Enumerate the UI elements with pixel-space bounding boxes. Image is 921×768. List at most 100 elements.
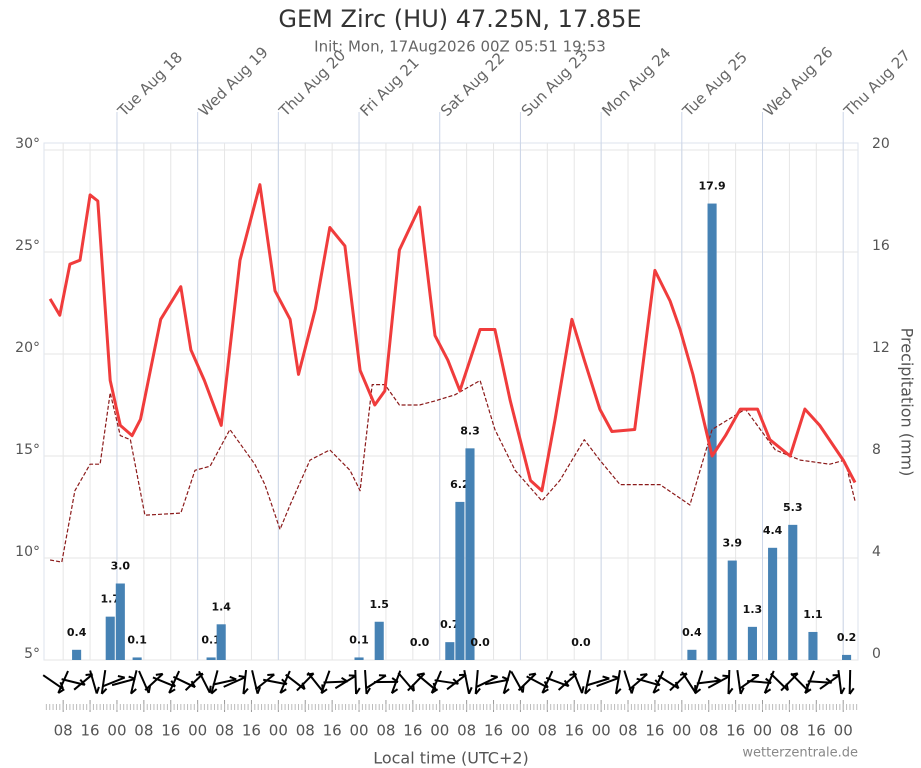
x-tick-label: 00	[188, 722, 207, 740]
wind-arrow	[484, 678, 509, 686]
data-label: 0.0	[470, 636, 490, 649]
bar	[374, 621, 384, 660]
wind-barb	[727, 687, 734, 695]
x-tick-label: 16	[726, 722, 745, 740]
data-label: 6.2	[450, 478, 470, 491]
data-label: 5.3	[783, 501, 803, 514]
wind-arrow	[790, 672, 809, 692]
wind-barb	[602, 675, 610, 680]
wind-arrow	[307, 671, 324, 693]
wind-arrow	[694, 670, 704, 694]
x-tick-label: 08	[376, 722, 395, 740]
x-tick-label: 16	[161, 722, 180, 740]
wind-arrow	[614, 670, 621, 694]
wind-arrow	[736, 669, 742, 695]
wind-barb	[739, 687, 745, 695]
x-tick-label: 08	[780, 722, 799, 740]
y-tick-label: 15°	[15, 442, 40, 458]
wind-arrow	[407, 672, 426, 692]
wind-arrow	[584, 670, 592, 694]
wind-barb	[267, 673, 275, 677]
x-tick-label: 16	[807, 722, 826, 740]
wind-barb	[229, 675, 237, 681]
wind-arrow	[628, 673, 648, 691]
x-tick-label: 08	[215, 722, 234, 740]
bar	[707, 203, 717, 661]
x-tick-label: 00	[753, 722, 772, 740]
wind-arrow	[334, 674, 357, 690]
wind-barb	[615, 688, 622, 695]
data-label: 3.9	[723, 537, 743, 550]
x-tick-label: 08	[134, 722, 153, 740]
wind-arrow	[557, 673, 578, 691]
x-tick-label: 00	[511, 722, 530, 740]
wind-arrow	[819, 674, 841, 690]
wind-arrow	[780, 672, 799, 692]
wind-arrow	[657, 674, 680, 690]
y2-tick-label: 16	[872, 238, 890, 254]
chart-subtitle: Init: Mon, 17Aug2026 00Z 05:51 19:53	[314, 38, 606, 56]
wind-arrow	[837, 669, 843, 695]
data-label: 1.1	[803, 608, 823, 621]
line	[48, 183, 857, 493]
wind-barb	[541, 688, 549, 694]
wind-barb	[130, 688, 137, 695]
wind-barb	[431, 688, 439, 694]
wind-arrow	[279, 670, 291, 694]
wind-arrow	[585, 677, 610, 687]
data-label: 0.1	[127, 633, 147, 646]
x-tick-label: 16	[484, 722, 503, 740]
wind-arrow	[198, 670, 211, 694]
x2-tick-label: Sun Aug 23	[518, 46, 592, 120]
wind-arrow	[89, 670, 98, 694]
wind-arrow	[364, 669, 368, 695]
data-label: 4.4	[763, 524, 783, 537]
wind-barb	[630, 686, 635, 694]
wind-barb	[468, 686, 473, 695]
x-tick-label: 00	[672, 722, 691, 740]
x-tick-label: 08	[699, 722, 718, 740]
wind-barb	[256, 686, 262, 695]
wind-barb	[101, 688, 108, 695]
x-tick-label: 16	[403, 722, 422, 740]
wind-barb	[840, 687, 846, 695]
wind-barb	[581, 686, 585, 694]
wind-barb	[640, 673, 648, 676]
wind-arrow	[541, 670, 554, 694]
wind-barb	[117, 675, 125, 679]
data-label: 0.0	[410, 636, 430, 649]
x-tick-label: 00	[592, 722, 611, 740]
x2-tick-label: Sat Aug 22	[437, 49, 508, 120]
credit: wetterzentrale.de	[742, 746, 858, 761]
wind-arrow	[416, 673, 437, 691]
bar	[727, 560, 737, 660]
bar	[687, 649, 697, 660]
wind-arrow	[210, 670, 219, 694]
y2-tick-label: 12	[872, 340, 890, 356]
wind-arrow	[848, 669, 852, 695]
x2-tick-label: Thu Aug 20	[275, 46, 349, 120]
x-tick-label: 00	[107, 722, 126, 740]
wind-arrow	[526, 675, 549, 689]
bar	[465, 448, 475, 660]
data-label: 1.5	[369, 598, 389, 611]
wind-barb	[528, 672, 536, 676]
data-label: 1.7	[100, 593, 120, 606]
x2-tick-label: Wed Aug 19	[195, 43, 272, 120]
wind-arrow	[747, 680, 772, 684]
bar	[72, 649, 82, 660]
wind-arrow	[57, 670, 69, 694]
x2-tick-label: Mon Aug 24	[598, 44, 674, 120]
wind-barb	[694, 688, 702, 695]
x-tick-label: 08	[457, 722, 476, 740]
bar	[445, 642, 455, 660]
x-tick-label: 00	[269, 722, 288, 740]
line	[49, 379, 856, 563]
wind-arrow	[323, 680, 348, 684]
x-tick-label: 00	[349, 722, 368, 740]
wind-arrow	[354, 669, 358, 695]
y2-axis-label: Precipitation (mm)	[898, 328, 917, 477]
data-label: 8.3	[460, 424, 480, 437]
x2-tick-label: Fri Aug 21	[356, 54, 422, 120]
